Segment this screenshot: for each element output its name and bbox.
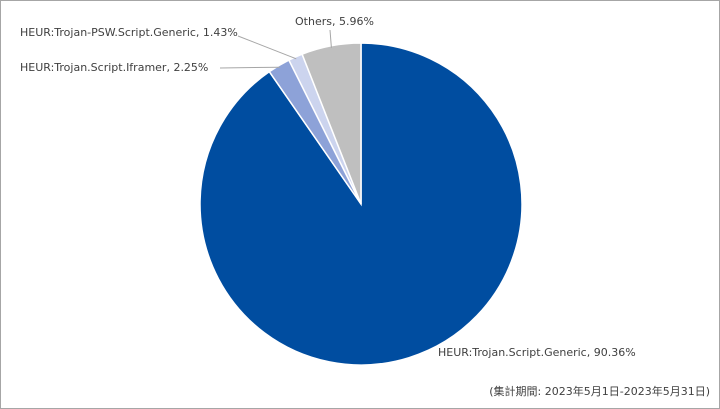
footnote: (集計期間: 2023年5月1日-2023年5月31日) [489,384,710,398]
data-label: HEUR:Trojan.Script.Iframer, 2.25% [20,61,208,74]
leader-line [219,66,280,69]
data-label: Others, 5.96% [295,15,374,28]
leader-line [237,35,297,60]
data-label: HEUR:Trojan.Script.Generic, 90.36% [438,346,636,359]
leader-line [329,29,332,48]
data-label: HEUR:Trojan-PSW.Script.Generic, 1.43% [20,26,238,39]
